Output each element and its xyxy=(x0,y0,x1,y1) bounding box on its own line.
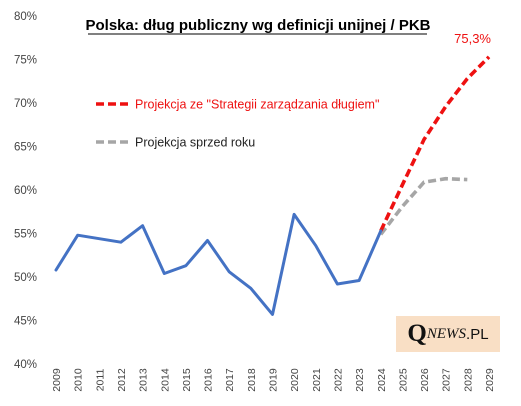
annotation-label: 75,3% xyxy=(454,31,491,46)
x-tick-label: 2017 xyxy=(224,368,236,392)
x-tick-label: 2022 xyxy=(332,368,344,392)
y-tick-label: 80% xyxy=(14,11,37,23)
y-tick-label: 70% xyxy=(14,98,37,110)
x-tick-label: 2025 xyxy=(397,368,409,392)
logo-q: Q xyxy=(407,320,426,347)
series-group xyxy=(54,55,491,316)
y-tick-label: 60% xyxy=(14,185,37,197)
x-tick-label: 2014 xyxy=(159,368,171,392)
x-tick-label: 2026 xyxy=(419,368,431,392)
series-line-0 xyxy=(54,212,383,316)
y-tick-label: 65% xyxy=(14,142,37,154)
y-tick-label: 40% xyxy=(14,359,37,371)
x-tick-label: 2028 xyxy=(462,368,474,392)
qnews-logo: Q NEWS .PL xyxy=(396,316,500,352)
x-tick-label: 2021 xyxy=(311,368,323,392)
x-tick-label: 2019 xyxy=(268,368,280,392)
x-tick-label: 2011 xyxy=(94,369,106,392)
y-axis: 40% 45% 50% 55% 60% 65% 70% 75% 80% xyxy=(14,11,37,371)
x-axis: 2009 2010 2011 2012 2013 2014 2015 2016 2017 2018… xyxy=(51,368,496,392)
y-tick-label: 45% xyxy=(14,316,37,328)
legend-label-2: Projekcja sprzed roku xyxy=(135,136,255,150)
legend-label-1: Projekcja ze "Strategii zarządzania dług… xyxy=(135,98,379,112)
x-tick-label: 2015 xyxy=(181,368,193,392)
x-tick-label: 2013 xyxy=(138,368,150,392)
y-tick-label: 55% xyxy=(14,229,37,241)
x-tick-label: 2016 xyxy=(203,368,215,392)
x-tick-label: 2018 xyxy=(246,368,258,392)
y-tick-label: 50% xyxy=(14,272,37,284)
x-tick-label: 2020 xyxy=(289,368,301,392)
logo-news: NEWS xyxy=(426,325,467,342)
series-line-1 xyxy=(379,55,491,232)
x-tick-label: 2027 xyxy=(441,368,453,392)
chart-title: Polska: dług publiczny wg definicji unij… xyxy=(85,17,430,34)
legend: Projekcja ze "Strategii zarządzania dług… xyxy=(96,98,379,150)
x-tick-label: 2009 xyxy=(51,368,63,392)
x-tick-label: 2012 xyxy=(116,368,128,392)
x-tick-label: 2029 xyxy=(484,368,496,392)
series-line-2 xyxy=(379,176,468,236)
x-tick-label: 2024 xyxy=(376,368,388,392)
x-tick-label: 2010 xyxy=(73,368,85,392)
y-tick-label: 75% xyxy=(14,55,37,67)
logo-suffix: .PL xyxy=(466,325,489,343)
x-tick-label: 2023 xyxy=(354,368,366,392)
annotations: 75,3% xyxy=(454,31,491,46)
